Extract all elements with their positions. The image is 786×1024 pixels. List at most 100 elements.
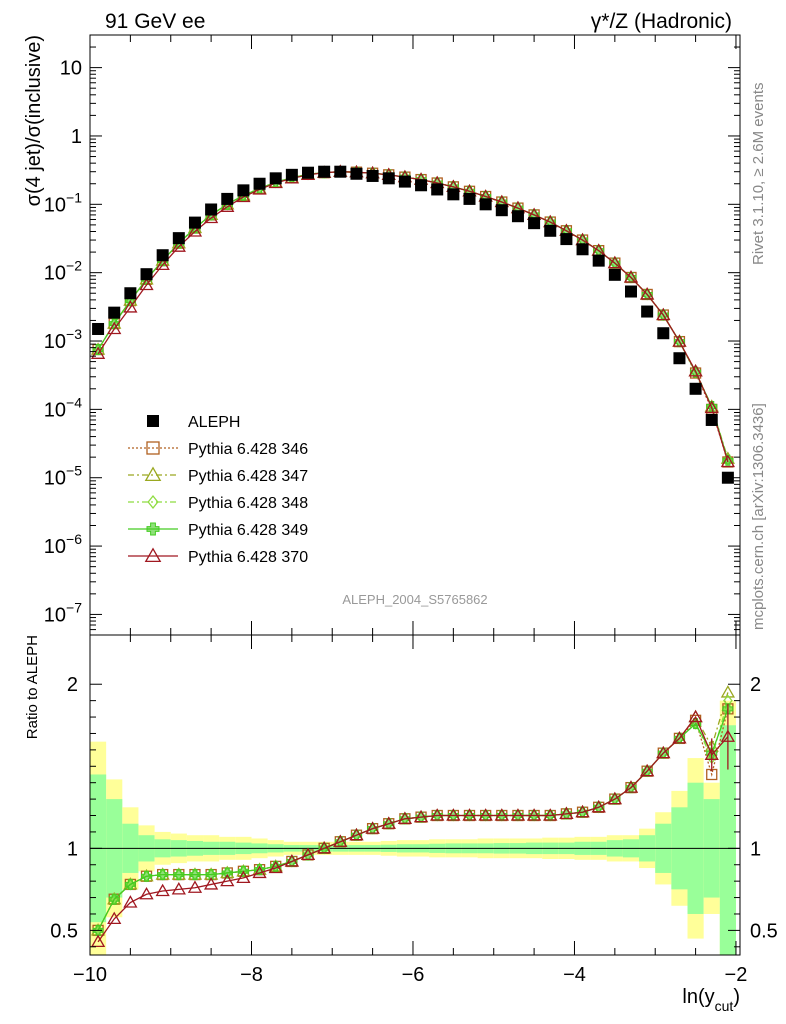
data-point [431,183,444,196]
data-point [156,249,169,262]
y-tick-label: 10−5 [44,463,82,490]
ratio-y-tick-label: 0.5 [50,920,78,942]
legend: ALEPH Pythia 6.428 346 Pythia 6.428 347 Pyt… [128,414,308,566]
data-point [688,364,703,377]
data-point [624,285,637,298]
data-point [705,413,718,426]
ratio-data-point [575,804,590,818]
ratio-data-point [688,709,703,723]
data-point [704,400,719,414]
data-point [447,188,460,201]
ratio-data-point [543,808,558,821]
data-point [623,270,639,283]
ratio-plot-frame [89,634,741,956]
data-point [640,287,655,300]
data-point [318,165,331,178]
data-point [171,239,186,252]
legend-label: Pythia 6.428 370 [188,549,308,566]
data-point [721,471,734,484]
ratio-series-3 [93,694,733,937]
ratio-data-point [333,834,348,847]
ratio-data-point [254,864,266,876]
x-tick-label: −4 [563,964,586,986]
ratio-data-point [157,869,169,881]
legend-label: Pythia 6.428 349 [188,522,308,539]
data-point [607,255,622,269]
ratio-data-point [284,854,299,867]
ratio-data-point [365,821,380,834]
ratio-panel: 0.5 0.5 1 1 2 2 −10 −8 −6 −4 −2 Ratio to ALEPH ln(… [24,634,778,1014]
data-point [495,204,508,217]
data-point [689,382,702,395]
ratio-data-point [559,806,574,820]
data-point [560,233,573,246]
data-point [155,257,170,271]
data-point [108,306,121,319]
data-point [140,268,153,281]
ratio-data-point [108,893,120,905]
ratio-data-point [607,791,622,805]
data-point [511,210,524,223]
data-point [107,321,122,335]
legend-marker [147,415,159,427]
ratio-series-line [97,692,729,931]
y-tick-label: 10 [60,58,82,80]
data-point [415,179,428,192]
ratio-data-point [317,841,332,854]
ratio-data-point [656,745,671,759]
data-point [544,224,557,237]
data-point [188,216,201,229]
data-point [479,198,492,211]
y-tick-label: 10−3 [44,326,82,353]
ratio-series-5 [90,709,736,948]
ratio-data-point [623,780,639,793]
ratio-data-point [141,870,153,882]
y-tick-label: 1 [71,126,82,148]
data-point [187,224,203,237]
data-point [123,300,138,313]
y-tick-label: 10−7 [44,599,82,626]
legend-marker [144,547,162,563]
ratio-data-point [139,886,154,900]
x-tick-label: −2 [725,964,748,986]
ratio-data-point [205,869,217,881]
ratio-data-point [187,880,203,893]
ratio-data-point [300,847,316,861]
data-point [237,184,250,197]
ratio-data-point [268,860,283,874]
main-plot-area: 10 1 10−1 10−2 10−3 10−4 10−5 10−6 10−7 [44,34,741,636]
ratio-data-point [462,808,477,821]
data-point [221,192,234,205]
data-point [576,243,589,256]
ratio-data-point [397,811,413,824]
legend-label: Pythia 6.428 347 [188,468,308,485]
series-line [97,171,729,463]
ratio-plot-area: 0.5 0.5 1 1 2 2 −10 −8 −6 −4 −2 [50,634,778,986]
uncertainty-bands [90,700,736,955]
data-point [203,210,219,224]
ratio-data-point [640,763,655,777]
y-tick-label: 10−1 [44,189,82,216]
ratio-data-point [526,808,542,821]
ratio-data-point [720,685,736,698]
ratio-series-line [97,708,729,931]
ratio-data-point [510,808,526,821]
main-panel: 10 1 10−1 10−2 10−3 10−4 10−5 10−6 10−7 ALEPH_20… [23,34,741,636]
data-point [139,277,154,291]
ratio-series-1 [92,703,734,937]
ratio-series-line [97,700,729,931]
data-point [463,192,476,205]
legend-item: Pythia 6.428 347 [128,466,308,485]
data-point [657,327,670,340]
ratio-y-tick-label: 2 [750,674,761,696]
legend-label: Pythia 6.428 348 [188,495,308,512]
data-point [382,172,395,185]
data-point [592,254,605,267]
legend-item: Pythia 6.428 346 [128,441,308,458]
data-point [302,166,315,179]
ratio-data-point [171,882,186,895]
legend-label: ALEPH [188,414,240,431]
data-point [205,203,218,216]
ratio-data-point [591,799,606,813]
ratio-y-tick-label: 0.5 [750,920,778,942]
